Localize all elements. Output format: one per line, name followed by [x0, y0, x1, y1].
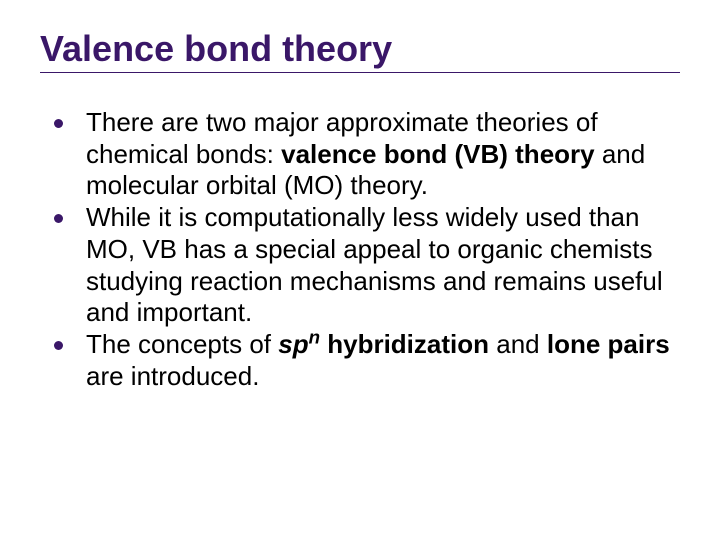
text-run: valence bond (VB) theory	[281, 139, 595, 169]
bullet-item: The concepts of spn hybridization and lo…	[48, 329, 680, 392]
text-run: n	[309, 326, 320, 347]
text-run: sp	[278, 329, 308, 359]
slide: Valence bond theory There are two major …	[0, 0, 720, 540]
text-run: hybridization	[320, 329, 489, 359]
bullet-item: While it is computationally less widely …	[48, 202, 680, 329]
text-run: The concepts of	[86, 329, 278, 359]
bullet-item: There are two major approximate theories…	[48, 107, 680, 202]
text-run: lone pairs	[547, 329, 670, 359]
text-run: and	[489, 329, 547, 359]
bullet-list: There are two major approximate theories…	[40, 107, 680, 392]
slide-title: Valence bond theory	[40, 28, 680, 73]
text-run: While it is computationally less widely …	[86, 202, 663, 327]
text-run: are introduced.	[86, 361, 259, 391]
